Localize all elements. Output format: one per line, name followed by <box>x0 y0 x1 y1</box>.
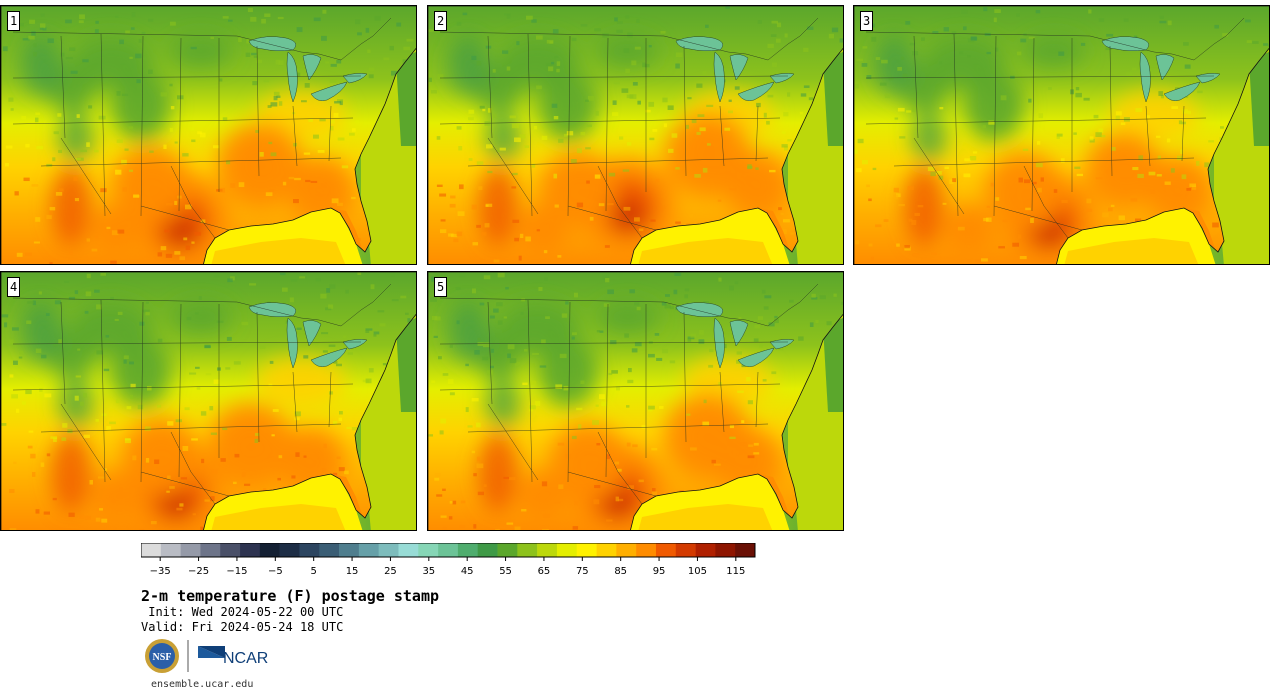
init-time: Init: Wed 2024-05-22 00 UTC <box>141 605 344 619</box>
temperature-map <box>428 272 843 530</box>
colorbar-tick-label: 15 <box>346 566 359 577</box>
colorbar-tick-label: 25 <box>384 566 397 577</box>
colorbar-tick-label: −25 <box>188 566 209 577</box>
site-url: ensemble.ucar.edu <box>151 679 254 690</box>
colorbar-swatch <box>655 543 677 557</box>
panel-label: 3 <box>860 11 874 31</box>
colorbar-swatch <box>259 543 280 557</box>
colorbar-swatch <box>220 543 241 557</box>
temperature-map <box>1 272 416 530</box>
colorbar-swatch <box>675 543 696 557</box>
ncar-logo-text: NCAR <box>223 650 268 667</box>
colorbar-tick-label: 5 <box>311 566 317 577</box>
colorbar-swatch <box>695 543 716 557</box>
nsf-logo-text: NSF <box>153 652 172 663</box>
logos: NSF NCAR <box>145 639 268 673</box>
colorbar-swatch <box>240 543 261 557</box>
stamp-panel-2: 2 <box>427 5 844 265</box>
colorbar-swatch <box>596 543 617 557</box>
colorbar-tick-label: −35 <box>150 566 171 577</box>
colorbar-swatch <box>636 543 657 557</box>
colorbar-swatch <box>576 543 597 557</box>
colorbar-swatch <box>735 543 756 557</box>
colorbar-tick-label: −5 <box>268 566 283 577</box>
temperature-map <box>854 6 1269 264</box>
panel-label: 2 <box>434 11 448 31</box>
colorbar-tick-label: 35 <box>422 566 435 577</box>
temperature-map <box>1 6 416 264</box>
colorbar-tick-label: 85 <box>614 566 627 577</box>
colorbar-swatch <box>358 543 379 557</box>
colorbar-swatch <box>537 543 558 557</box>
panel-label: 5 <box>434 277 448 297</box>
stamp-panel-3: 3 <box>853 5 1270 265</box>
colorbar-swatch <box>378 543 399 557</box>
colorbar-swatch <box>438 543 459 557</box>
temperature-colorbar: −35 −25 −15 −5 5 15 25 35 45 55 65 75 85 95 105 115 <box>141 543 756 577</box>
colorbar-swatch <box>517 543 538 557</box>
colorbar-swatch <box>319 543 340 557</box>
colorbar-tick-label: −15 <box>226 566 247 577</box>
colorbar-swatch <box>715 543 736 557</box>
colorbar-tick-label: 65 <box>538 566 551 577</box>
valid-time: Valid: Fri 2024-05-24 18 UTC <box>141 620 344 634</box>
colorbar-swatch <box>418 543 439 557</box>
colorbar-swatch <box>398 543 419 557</box>
ncar-logo: NCAR <box>198 646 268 667</box>
stamp-panel-5: 5 <box>427 271 844 531</box>
colorbar-swatch <box>180 543 201 557</box>
colorbar-swatch <box>200 543 221 557</box>
colorbar-tick-label: 105 <box>688 566 707 577</box>
colorbar-swatch <box>299 543 320 557</box>
temperature-map <box>428 6 843 264</box>
colorbar-swatch <box>556 543 578 557</box>
panel-label: 1 <box>7 11 21 31</box>
colorbar-swatch <box>477 543 498 557</box>
nsf-logo: NSF <box>145 639 179 673</box>
stamp-panel-1: 1 <box>0 5 417 265</box>
colorbar-swatch <box>457 543 479 557</box>
colorbar-tick-label: 95 <box>653 566 666 577</box>
colorbar-tick-label: 55 <box>499 566 512 577</box>
colorbar-tick-label: 45 <box>461 566 474 577</box>
chart-title: 2-m temperature (F) postage stamp <box>141 587 440 605</box>
colorbar-swatch <box>141 543 162 557</box>
colorbar-tick-label: 75 <box>576 566 589 577</box>
colorbar-tick-label: 115 <box>726 566 745 577</box>
panel-label: 4 <box>7 277 21 297</box>
colorbar-swatch <box>339 543 360 557</box>
colorbar-swatch <box>616 543 637 557</box>
stamp-panel-4: 4 <box>0 271 417 531</box>
colorbar-swatch <box>160 543 181 557</box>
colorbar-swatch <box>279 543 300 557</box>
colorbar-swatch <box>497 543 518 557</box>
